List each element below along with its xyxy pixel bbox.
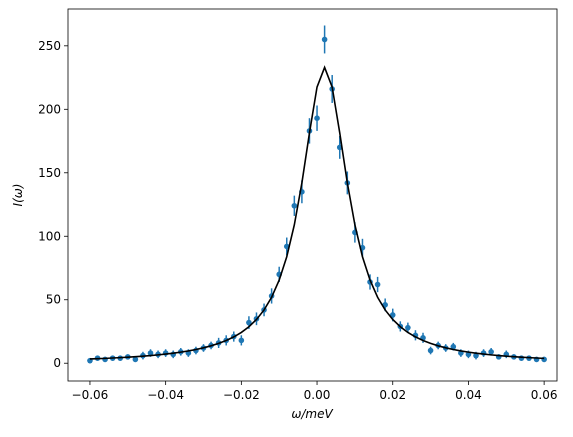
x-tick-label: −0.02	[223, 388, 260, 402]
data-point	[405, 324, 411, 331]
data-point	[473, 352, 479, 359]
x-tick-label: 0.06	[531, 388, 558, 402]
y-tick-label: 100	[38, 229, 61, 243]
y-tick-label: 50	[46, 293, 61, 307]
x-tick-label: 0.00	[304, 388, 331, 402]
data-point	[314, 115, 320, 121]
data-point	[321, 36, 328, 43]
x-tick-label: −0.04	[147, 388, 184, 402]
data-point	[238, 337, 245, 344]
y-tick-label: 200	[38, 102, 61, 116]
data-point	[291, 202, 298, 209]
x-axis-label: ω/meV	[291, 407, 333, 421]
x-tick-label: 0.04	[455, 388, 482, 402]
data-point	[374, 281, 381, 288]
x-tick-label: −0.06	[72, 388, 109, 402]
data-point	[427, 347, 434, 354]
data-point	[488, 348, 494, 355]
data-point	[132, 356, 139, 363]
plot-frame	[67, 8, 558, 382]
y-tick-label: 0	[53, 356, 61, 370]
x-tick-label: 0.02	[379, 388, 406, 402]
y-axis-label: I(ω)	[11, 184, 25, 207]
data-point	[102, 356, 108, 363]
data-point	[518, 355, 525, 361]
y-tick-label: 150	[38, 166, 61, 180]
data-point	[389, 312, 396, 318]
y-tick-label: 250	[38, 39, 61, 53]
fit-line	[89, 65, 545, 360]
data-point	[541, 356, 547, 363]
data-point	[147, 350, 154, 356]
data-point	[246, 319, 252, 326]
data-point	[450, 343, 457, 350]
